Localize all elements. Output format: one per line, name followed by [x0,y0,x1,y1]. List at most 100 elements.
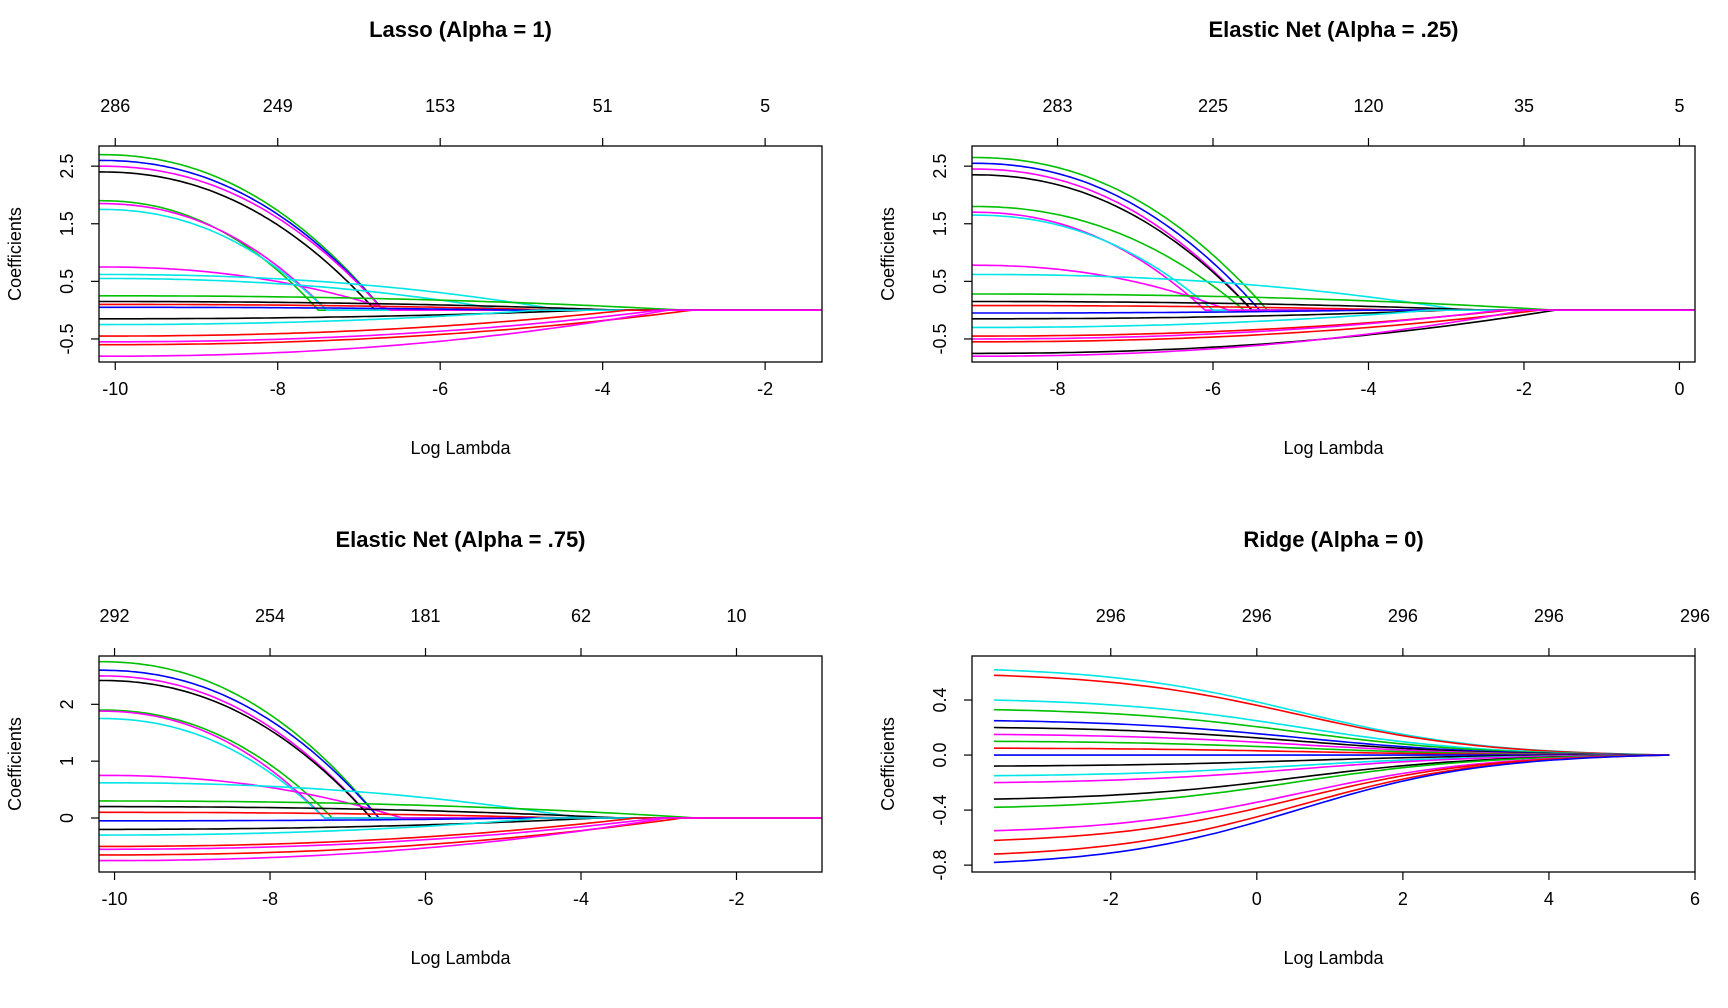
top-tick-label: 296 [1680,606,1710,626]
x-tick-label: -2 [728,889,744,909]
series-line-20 [99,309,822,357]
series-line-10 [972,293,1695,311]
series-line-17 [99,309,822,337]
x-tick-label: -10 [102,379,128,399]
series-line-7 [99,717,822,819]
series-line-13 [972,309,1695,314]
series-line-11 [972,300,1695,311]
series-line-17 [993,754,1670,842]
series-line-8 [972,264,1695,311]
plot-frame [971,145,1696,363]
top-tick-label: 296 [1388,606,1418,626]
x-tick-label: -4 [595,379,611,399]
series-line-18 [993,754,1670,855]
x-tick-label: 4 [1544,889,1554,909]
x-tick-label: -10 [102,889,128,909]
x-tick-label: 2 [1398,889,1408,909]
series-line-14 [99,306,822,311]
top-tick-label: 296 [1242,606,1272,626]
y-tick-label: 0.0 [930,743,950,768]
top-tick-label: 286 [100,96,130,116]
series-line-4 [972,174,1695,311]
series-line-12 [972,304,1695,311]
x-tick-label: -8 [1050,379,1066,399]
chart-panel-4: Ridge (Alpha = 0) -2 0 2 4 6 296 296 296 296 296 -0… [878,527,1710,968]
series-line-19 [972,309,1695,355]
series-line-1 [99,153,822,311]
series-line-14 [99,817,822,831]
series-line-3 [99,165,822,311]
series-line-2 [99,159,822,311]
series-line-12 [99,300,822,311]
top-tick-label: 120 [1353,96,1383,116]
series-line-9 [972,273,1695,311]
x-tick-label: 6 [1690,889,1700,909]
top-tick-label: 35 [1514,96,1534,116]
y-tick-label: 0.4 [930,688,950,713]
series-lines [99,153,822,357]
y-axis-label: Coefficients [5,717,25,811]
chart-title: Elastic Net (Alpha = .25) [1208,17,1458,42]
series-line-13 [99,303,822,311]
series-line-15 [993,754,1670,809]
series-line-2 [993,674,1670,756]
top-tick-label: 254 [255,606,285,626]
top-tick-label: 296 [1534,606,1564,626]
series-line-9 [99,782,822,819]
chart-title: Elastic Net (Alpha = .75) [335,527,585,552]
series-line-11 [99,295,822,311]
series-line-6 [99,710,822,819]
x-tick-label: -2 [757,379,773,399]
chart-title: Ridge (Alpha = 0) [1243,527,1423,552]
x-tick-label: -6 [432,379,448,399]
series-line-14 [972,309,1695,320]
chart-panel-2: Elastic Net (Alpha = .25) -8 -6 -4 -2 0 283 225… [878,17,1696,458]
series-line-18 [972,309,1695,343]
y-axis-label: Coefficients [5,207,25,301]
series-line-18 [99,309,822,343]
x-tick-label: -2 [1516,379,1532,399]
top-tick-label: 181 [410,606,440,626]
series-line-11 [99,805,822,819]
series-line-6 [972,211,1695,311]
series-line-5 [99,709,822,819]
series-line-3 [972,168,1695,311]
series-lines [99,660,822,862]
series-line-20 [972,309,1695,357]
x-tick-label: -8 [270,379,286,399]
top-tick-label: 5 [760,96,770,116]
series-line-16 [99,309,822,326]
y-tick-label: -0.8 [930,850,950,881]
chart-panel-1: Lasso (Alpha = 1) -10 -8 -6 -4 -2 286 249 153 51 5… [5,17,823,458]
y-tick-label: -0.4 [930,795,950,826]
series-line-5 [972,205,1695,311]
series-line-10 [99,800,822,819]
chart-panel-3: Elastic Net (Alpha = .75) -10 -8 -6 -4 -2 292 2… [5,527,823,968]
top-tick-label: 5 [1674,96,1684,116]
top-tick-label: 62 [571,606,591,626]
x-axis-label: Log Lambda [410,948,511,968]
plot-frame [971,655,1696,873]
y-tick-label: 2.5 [930,154,950,179]
x-tick-label: -6 [1205,379,1221,399]
series-line-1 [99,660,822,819]
series-line-1 [972,156,1695,311]
series-line-16 [99,817,822,848]
y-tick-label: 0.5 [57,269,77,294]
x-tick-label: -2 [1103,889,1119,909]
plot-frame [98,145,823,363]
series-line-19 [99,817,822,862]
series-line-12 [99,811,822,819]
series-line-15 [972,309,1695,329]
series-line-17 [99,817,822,851]
x-axis-label: Log Lambda [1283,948,1384,968]
top-tick-label: 296 [1096,606,1126,626]
series-line-9 [99,273,822,311]
series-line-6 [99,202,822,311]
series-line-4 [99,171,822,311]
y-tick-label: -0.5 [57,323,77,354]
top-tick-label: 292 [100,606,130,626]
top-tick-label: 283 [1042,96,1072,116]
y-tick-label: 1.5 [930,211,950,236]
